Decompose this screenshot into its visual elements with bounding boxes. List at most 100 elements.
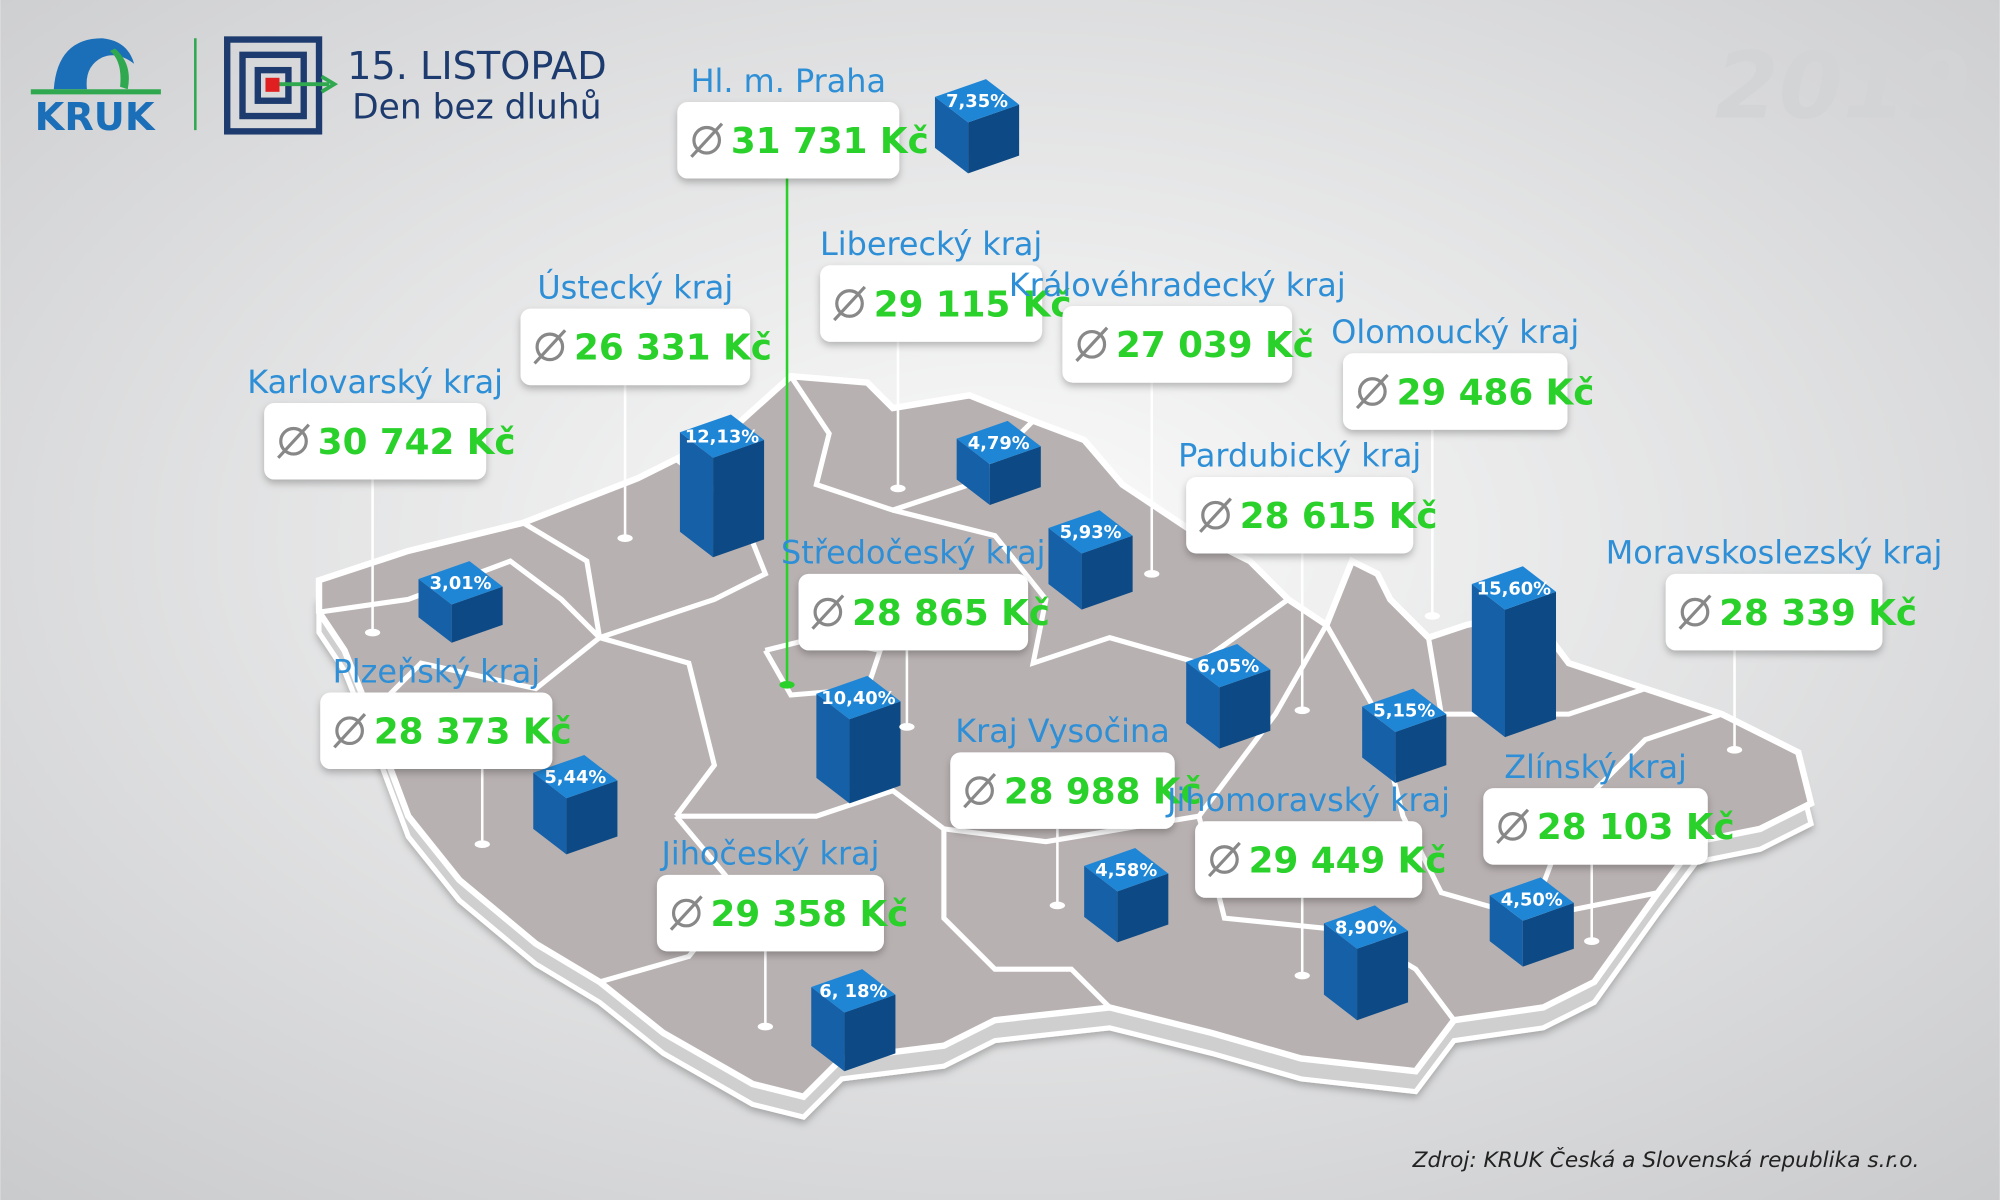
avg-icon <box>335 716 364 746</box>
cube-right <box>713 439 765 558</box>
share-label: 6,05% <box>1197 656 1259 677</box>
region-name: Karlovarský kraj <box>247 363 503 401</box>
leader-dot <box>890 484 906 493</box>
cube-right <box>1081 535 1133 610</box>
region-name: Plzeňský kraj <box>333 652 540 690</box>
header-title: 15. LISTOPAD <box>347 44 607 89</box>
avg-icon <box>1201 500 1230 530</box>
avg-icon-slash <box>1355 373 1389 410</box>
share-label: 5,93% <box>1060 522 1122 543</box>
avg-icon <box>535 332 565 362</box>
average-amount: 28 615 Kč <box>1240 496 1438 537</box>
leader-dot <box>779 680 795 689</box>
region-name: Pardubický kraj <box>1178 437 1421 475</box>
cube-right <box>451 586 503 643</box>
avg-icon <box>279 426 308 456</box>
cube-left <box>816 693 850 804</box>
cube-top <box>811 969 896 1013</box>
value-box <box>1483 788 1708 865</box>
cube-right <box>1219 669 1271 749</box>
cube-right <box>968 104 1020 174</box>
value-box <box>1062 306 1293 383</box>
brand: KRUK <box>35 95 156 140</box>
cube-top <box>1084 848 1169 892</box>
avg-icon-slash <box>1678 594 1712 630</box>
avg-icon-slash <box>690 122 724 158</box>
logo-bar <box>30 89 161 95</box>
value-box <box>1195 821 1423 898</box>
avg-icon-slash <box>1075 326 1109 362</box>
avg-icon <box>813 597 843 627</box>
year: 2019 <box>1715 32 1971 139</box>
average-amount: 28 865 Kč <box>852 593 1050 634</box>
cube-left <box>1186 661 1220 749</box>
region-name: Olomoucký kraj <box>1331 313 1579 351</box>
avg-icon <box>692 125 722 155</box>
average-amount: 26 331 Kč <box>574 328 772 369</box>
leader-dot <box>364 628 381 637</box>
cube-right <box>989 446 1041 505</box>
average-amount: 28 339 Kč <box>1719 593 1917 634</box>
logo: KRUK 15. LISTOPAD Den bez dluhů <box>30 36 607 140</box>
average-amount: 29 115 Kč <box>874 284 1072 325</box>
cube-top <box>1186 643 1271 688</box>
share-label: 5,15% <box>1373 701 1435 722</box>
leader-dot <box>1049 901 1066 910</box>
value-box <box>677 102 900 179</box>
avg-icon <box>835 289 864 318</box>
leader-dot <box>1584 937 1600 945</box>
cube-left <box>811 987 845 1072</box>
region-name: Moravskoslezský kraj <box>1606 534 1943 572</box>
cube-top <box>418 561 503 605</box>
value-box <box>1665 573 1883 651</box>
average-amount: 29 486 Kč <box>1397 372 1595 413</box>
share-label: 4,79% <box>968 433 1030 454</box>
share-label: 7,35% <box>946 91 1008 112</box>
region-name: Kraj Vysočina <box>955 712 1170 750</box>
region-border <box>676 787 1112 1010</box>
value-box <box>1343 353 1568 430</box>
region-name: Jihočeský kraj <box>659 835 879 873</box>
logo-wing <box>109 48 129 90</box>
share-label: 4,50% <box>1501 889 1563 910</box>
regions: 7,35% 3,01% 12,13% 4,79% 5,93% 5,15% 6,05% 10,4… <box>247 62 1943 1072</box>
cube-right <box>1395 714 1447 783</box>
share-label: 3,01% <box>430 573 492 594</box>
cube-left <box>1048 527 1082 610</box>
cube-top <box>934 79 1020 123</box>
cube-right <box>1357 930 1409 1021</box>
average-amount: 28 373 Kč <box>374 711 572 752</box>
leader-dot <box>757 1022 774 1031</box>
cube-left <box>679 432 714 558</box>
share-label: 12,13% <box>685 427 759 448</box>
value-box <box>656 874 884 952</box>
cube-left <box>1323 923 1358 1021</box>
avg-icon <box>1680 597 1710 627</box>
cube-left <box>418 578 452 643</box>
avg-icon <box>1210 845 1239 874</box>
region-name: Hl. m. Praha <box>691 62 886 100</box>
average-amount: 29 449 Kč <box>1249 840 1447 881</box>
avg-icon <box>671 898 701 928</box>
cube-right <box>566 780 618 855</box>
avg-icon-slash <box>533 329 567 365</box>
leader-dot <box>1144 570 1160 578</box>
cube-left <box>956 438 990 505</box>
average-amount: 27 039 Kč <box>1116 325 1314 366</box>
avg-icon-slash <box>963 772 997 809</box>
cube-top <box>1048 510 1133 554</box>
avg-icon-slash <box>1496 808 1530 845</box>
cube-top <box>679 414 765 458</box>
maze-center <box>265 77 280 92</box>
cube-left <box>1489 895 1523 967</box>
cube-top <box>533 754 618 799</box>
avg-icon <box>1358 377 1387 406</box>
cube-right <box>1522 902 1574 967</box>
avg-icon <box>1077 329 1107 359</box>
average-amount: 28 103 Kč <box>1537 807 1735 848</box>
leader-dot <box>899 723 915 731</box>
share-label: 15,60% <box>1477 578 1551 599</box>
cube-top <box>1362 688 1447 732</box>
cube-right <box>1504 591 1557 738</box>
